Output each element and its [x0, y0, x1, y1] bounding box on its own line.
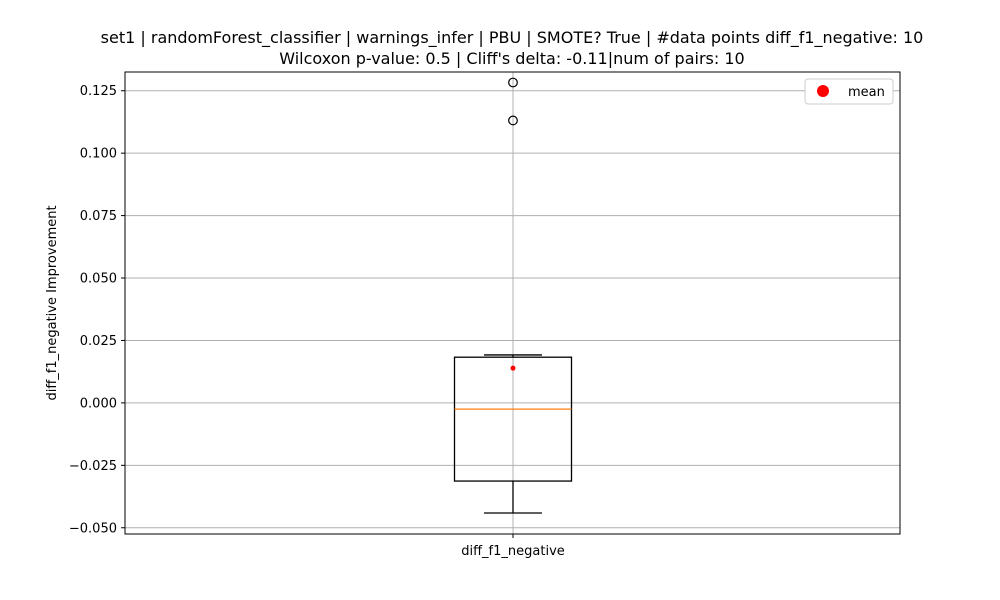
grid-layer	[125, 72, 900, 534]
y-tick-label: 0.075	[80, 209, 117, 224]
legend-mean-marker	[817, 85, 829, 97]
y-tick-label: 0.100	[80, 147, 117, 162]
chart-title-line2: Wilcoxon p-value: 0.5 | Cliff's delta: -…	[279, 49, 744, 68]
x-tick-label: diff_f1_negative	[461, 544, 565, 559]
axis-layer: −0.050 −0.025 0.000 0.025 0.050 0.075 0.100 0.1…	[69, 84, 565, 559]
outlier-point	[508, 77, 518, 88]
y-tick-label: 0.025	[80, 334, 117, 349]
legend: mean	[804, 78, 894, 105]
y-tick-label: −0.050	[69, 521, 117, 536]
iqr-box	[453, 356, 573, 482]
legend-mean-label: mean	[848, 85, 885, 100]
mean-point	[510, 365, 516, 371]
y-tick-label: 0.000	[80, 396, 117, 411]
y-tick-label: 0.050	[80, 272, 117, 287]
chart-title-line1: set1 | randomForest_classifier | warning…	[101, 28, 924, 48]
box-layer	[453, 77, 573, 514]
outlier-point	[508, 115, 518, 126]
y-axis-label: diff_f1_negative Improvement	[45, 205, 60, 400]
y-tick-label: −0.025	[69, 459, 117, 474]
legend-frame	[804, 78, 894, 105]
y-tick-label: 0.125	[80, 84, 117, 99]
